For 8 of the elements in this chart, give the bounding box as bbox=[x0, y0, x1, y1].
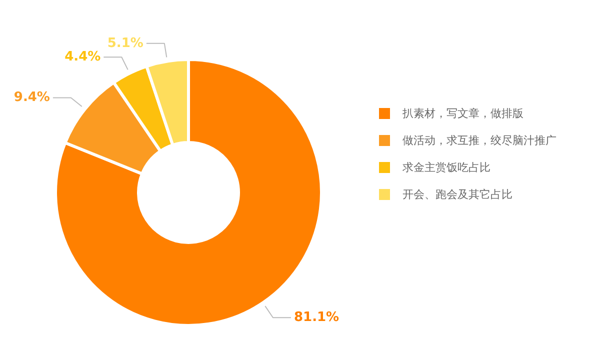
legend-label: 做活动，求互推，绞尽脑汁推广 bbox=[402, 134, 556, 147]
data-label: 81.1% bbox=[294, 310, 340, 326]
data-label: 9.4% bbox=[14, 90, 50, 106]
data-label: 4.4% bbox=[64, 50, 101, 65]
legend-label: 扒素材，写文章，做排版 bbox=[402, 107, 524, 120]
data-label: 5.1% bbox=[107, 36, 144, 51]
legend-label: 求金主赏饭吃占比 bbox=[402, 161, 490, 174]
legend-label: 开会、跑会及其它占比 bbox=[402, 188, 512, 201]
